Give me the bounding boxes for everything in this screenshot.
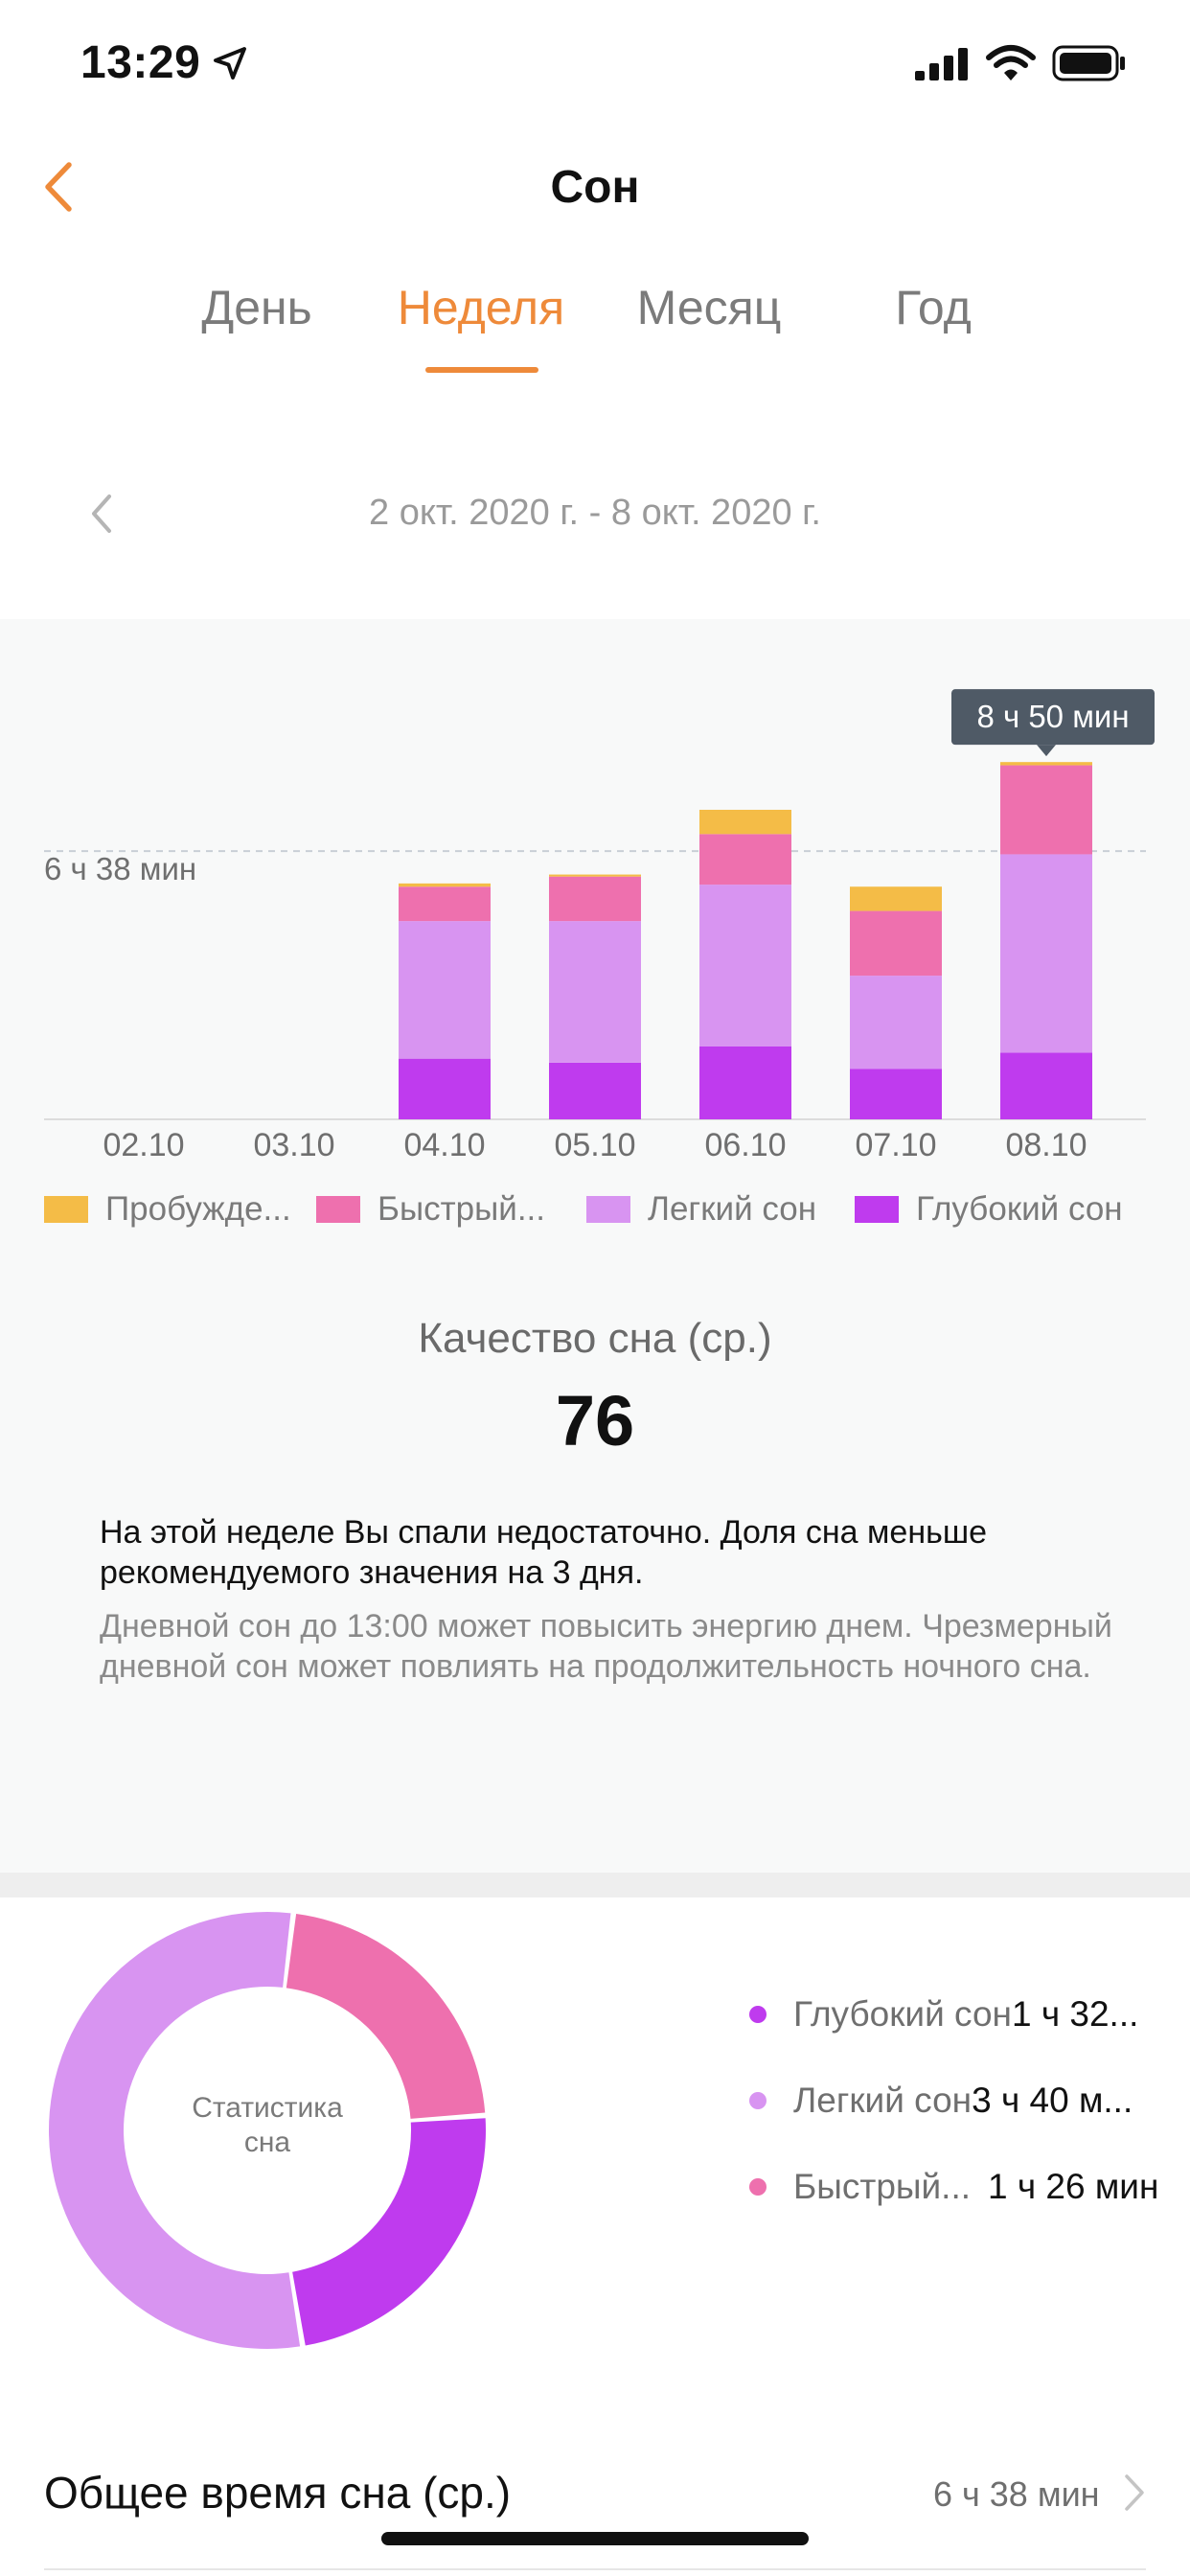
stat-name-deep: Глубокий сон [793, 1994, 1012, 2034]
sleep-stats-donut [49, 1912, 486, 2349]
highlight-tooltip [951, 689, 1155, 746]
stat-dot-deep [749, 2006, 767, 2023]
divider [44, 2568, 1146, 2570]
legend-item-awake: Пробужде... [44, 1188, 291, 1230]
stat-row-rem: Быстрый... 1 ч 26 мин [749, 2166, 1158, 2208]
bar-segment-rem-05.10[interactable] [549, 876, 641, 922]
stat-dot-light [749, 2092, 767, 2109]
total-sleep-label: Общее время сна (ср.) [44, 2468, 512, 2518]
bar-segment-rem-07.10[interactable] [850, 910, 942, 977]
cellular-signal-icon [915, 48, 968, 80]
average-reference-label: 6 ч 38 мин [44, 851, 196, 886]
legend-item-rem: Быстрый... [316, 1188, 545, 1230]
bar-segment-awake-06.10[interactable] [699, 810, 791, 835]
x-tick-label: 04.10 [403, 1127, 485, 1163]
back-button[interactable] [34, 153, 92, 220]
stat-name-rem: Быстрый... [793, 2167, 971, 2206]
active-tab-indicator [425, 367, 538, 373]
bar-segment-rem-06.10[interactable] [699, 834, 791, 886]
legend-swatch-light [586, 1196, 630, 1223]
bar-segment-deep-06.10[interactable] [699, 1046, 791, 1119]
bar-segment-deep-08.10[interactable] [1000, 1052, 1092, 1119]
bar-segment-light-05.10[interactable] [549, 921, 641, 1063]
bar-segment-light-08.10[interactable] [1000, 854, 1092, 1053]
weekly-sleep-chart: 6 ч 38 мин 02.10 03.10 04.10 05.10 06.10 07.10… [44, 689, 1155, 1163]
donut-segment-deep[interactable] [292, 2118, 486, 2346]
x-tick-label: 07.10 [855, 1127, 936, 1163]
section-separator [0, 1873, 1190, 1898]
sleep-summary-panel [0, 619, 1190, 1873]
legend-label-rem: Быстрый... [378, 1190, 545, 1228]
highlight-tooltip-pointer [1037, 745, 1056, 757]
stat-value-rem: 1 ч 26 мин [988, 2167, 1159, 2206]
x-tick-label: 03.10 [253, 1127, 334, 1163]
legend-item-light: Легкий сон [586, 1188, 816, 1230]
page-title: Сон [550, 162, 640, 213]
bar-segment-rem-04.10[interactable] [399, 886, 491, 922]
sleep-quality-score: 76 [555, 1381, 635, 1460]
home-indicator [381, 2532, 809, 2545]
stat-name-light: Легкий сон [793, 2081, 973, 2120]
tab-day[interactable]: День [201, 281, 312, 334]
legend-label-light: Легкий сон [648, 1190, 817, 1228]
legend-label-deep: Глубокий сон [916, 1190, 1123, 1228]
donut-segment-rem[interactable] [286, 1913, 486, 2119]
bar-segment-awake-07.10[interactable] [850, 886, 942, 911]
donut-center-label: Статистика сна [192, 2092, 343, 2158]
stat-row-light: Легкий сон 3 ч 40 м... [749, 2080, 1133, 2122]
bar-segment-awake-04.10[interactable] [399, 883, 491, 887]
total-sleep-value: 6 ч 38 мин [933, 2474, 1100, 2514]
bar-segment-light-06.10[interactable] [699, 885, 791, 1046]
previous-week-button[interactable] [79, 487, 126, 540]
sleep-quality-label: Качество сна (ср.) [418, 1315, 772, 1362]
x-tick-label: 05.10 [554, 1127, 635, 1163]
bar-segment-light-04.10[interactable] [399, 921, 491, 1059]
tab-year[interactable]: Год [895, 281, 972, 334]
sleep-advice-secondary: Дневной сон до 13:00 может повысить энер… [100, 1608, 1112, 1685]
date-range-label: 2 окт. 2020 г. - 8 окт. 2020 г. [369, 493, 821, 533]
wifi-icon [986, 45, 1036, 80]
x-tick-label: 08.10 [1005, 1127, 1087, 1163]
bar-segment-deep-04.10[interactable] [399, 1058, 491, 1119]
status-time: 13:29 [80, 37, 201, 88]
highlight-tooltip-label: 8 ч 50 мин [976, 699, 1129, 734]
bar-segment-deep-05.10[interactable] [549, 1062, 641, 1119]
x-tick-label: 02.10 [103, 1127, 184, 1163]
x-tick-label: 06.10 [704, 1127, 786, 1163]
bar-segment-rem-08.10[interactable] [1000, 765, 1092, 855]
stat-value-deep: 1 ч 32... [1011, 1994, 1139, 2034]
stat-dot-rem [749, 2178, 767, 2196]
legend-label-awake: Пробужде... [105, 1190, 291, 1228]
battery-icon [1052, 45, 1125, 81]
stat-value-light: 3 ч 40 м... [972, 2081, 1133, 2120]
chevron-right-icon [1125, 2474, 1144, 2511]
bar-segment-deep-07.10[interactable] [850, 1069, 942, 1119]
legend-swatch-deep [855, 1196, 899, 1223]
tab-month[interactable]: Месяц [636, 281, 782, 334]
bar-segment-awake-08.10[interactable] [1000, 762, 1092, 766]
bar-segment-light-07.10[interactable] [850, 976, 942, 1070]
bar-segment-awake-05.10[interactable] [549, 874, 641, 877]
legend-item-deep: Глубокий сон [855, 1188, 1123, 1230]
legend-swatch-awake [44, 1196, 88, 1223]
tab-week[interactable]: Неделя [397, 281, 565, 334]
sleep-advice-main: На этой неделе Вы спали недостаточно. До… [100, 1514, 988, 1591]
legend-swatch-rem [316, 1196, 360, 1223]
stat-row-deep: Глубокий сон 1 ч 32... [749, 1993, 1138, 2036]
location-arrow-icon [214, 47, 246, 80]
donut-segment-light[interactable] [49, 1912, 301, 2349]
